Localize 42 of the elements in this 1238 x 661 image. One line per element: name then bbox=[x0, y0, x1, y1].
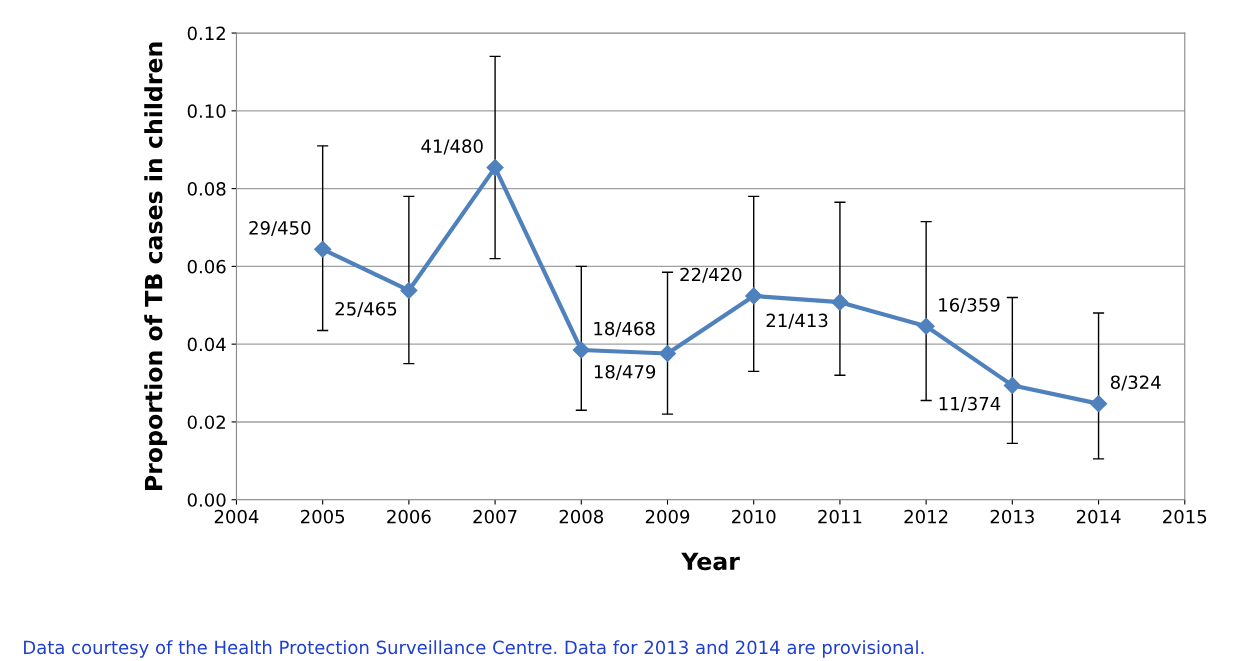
point bbox=[486, 159, 504, 177]
x-tick-label: 2014 bbox=[1076, 509, 1121, 524]
data-label: 22/420 bbox=[680, 267, 742, 283]
data-label: 18/468 bbox=[594, 321, 655, 337]
data-label: 41/480 bbox=[421, 139, 483, 155]
y-tick-label: 0.08 bbox=[187, 182, 226, 196]
y-tick-label: 0.10 bbox=[187, 104, 226, 118]
x-tick-label: 2004 bbox=[214, 509, 259, 524]
point bbox=[917, 317, 935, 335]
text: Data courtesy of the Health Protection Surveillance Centre. Data for 2013 and 2014 are provisional. bbox=[24, 640, 924, 658]
point bbox=[572, 341, 590, 359]
y-tick-label: 0.00 bbox=[187, 493, 226, 507]
data-label: 18/479 bbox=[594, 364, 656, 380]
x-axis-title: Year bbox=[681, 552, 740, 571]
point bbox=[658, 344, 677, 363]
point bbox=[831, 293, 849, 311]
x-tick-label: 2005 bbox=[301, 509, 345, 524]
y-tick-label: 0.06 bbox=[187, 259, 226, 274]
x-tick-label: 2012 bbox=[904, 509, 948, 524]
x-tick-label: 2006 bbox=[387, 509, 431, 524]
data-label: 29/450 bbox=[249, 221, 311, 237]
data-label: 16/359 bbox=[939, 298, 1000, 314]
y-tick-label: 0.04 bbox=[187, 337, 226, 352]
x-tick-label: 2011 bbox=[818, 509, 862, 524]
x-tick-label: 2015 bbox=[1163, 509, 1207, 524]
x-tick-label: 2013 bbox=[990, 509, 1034, 524]
x-tick-label: 2007 bbox=[473, 509, 517, 524]
data-label: 8/324 bbox=[1110, 375, 1161, 391]
point bbox=[1003, 376, 1021, 394]
x-tick-label: 2010 bbox=[732, 509, 776, 524]
data-label: 25/465 bbox=[335, 301, 397, 317]
point bbox=[745, 287, 763, 305]
data-label: 11/374 bbox=[939, 396, 1001, 412]
y-axis-title: Proportion of TB cases in children bbox=[144, 42, 168, 490]
x-tick-label: 2008 bbox=[559, 509, 604, 524]
point bbox=[314, 240, 332, 258]
x-tick-label: 2009 bbox=[645, 509, 690, 524]
data-label: 21/413 bbox=[766, 313, 828, 329]
point bbox=[400, 281, 418, 300]
y-tick-label: 0.12 bbox=[187, 26, 225, 41]
point bbox=[1090, 395, 1108, 413]
y-tick-label: 0.02 bbox=[187, 415, 225, 430]
